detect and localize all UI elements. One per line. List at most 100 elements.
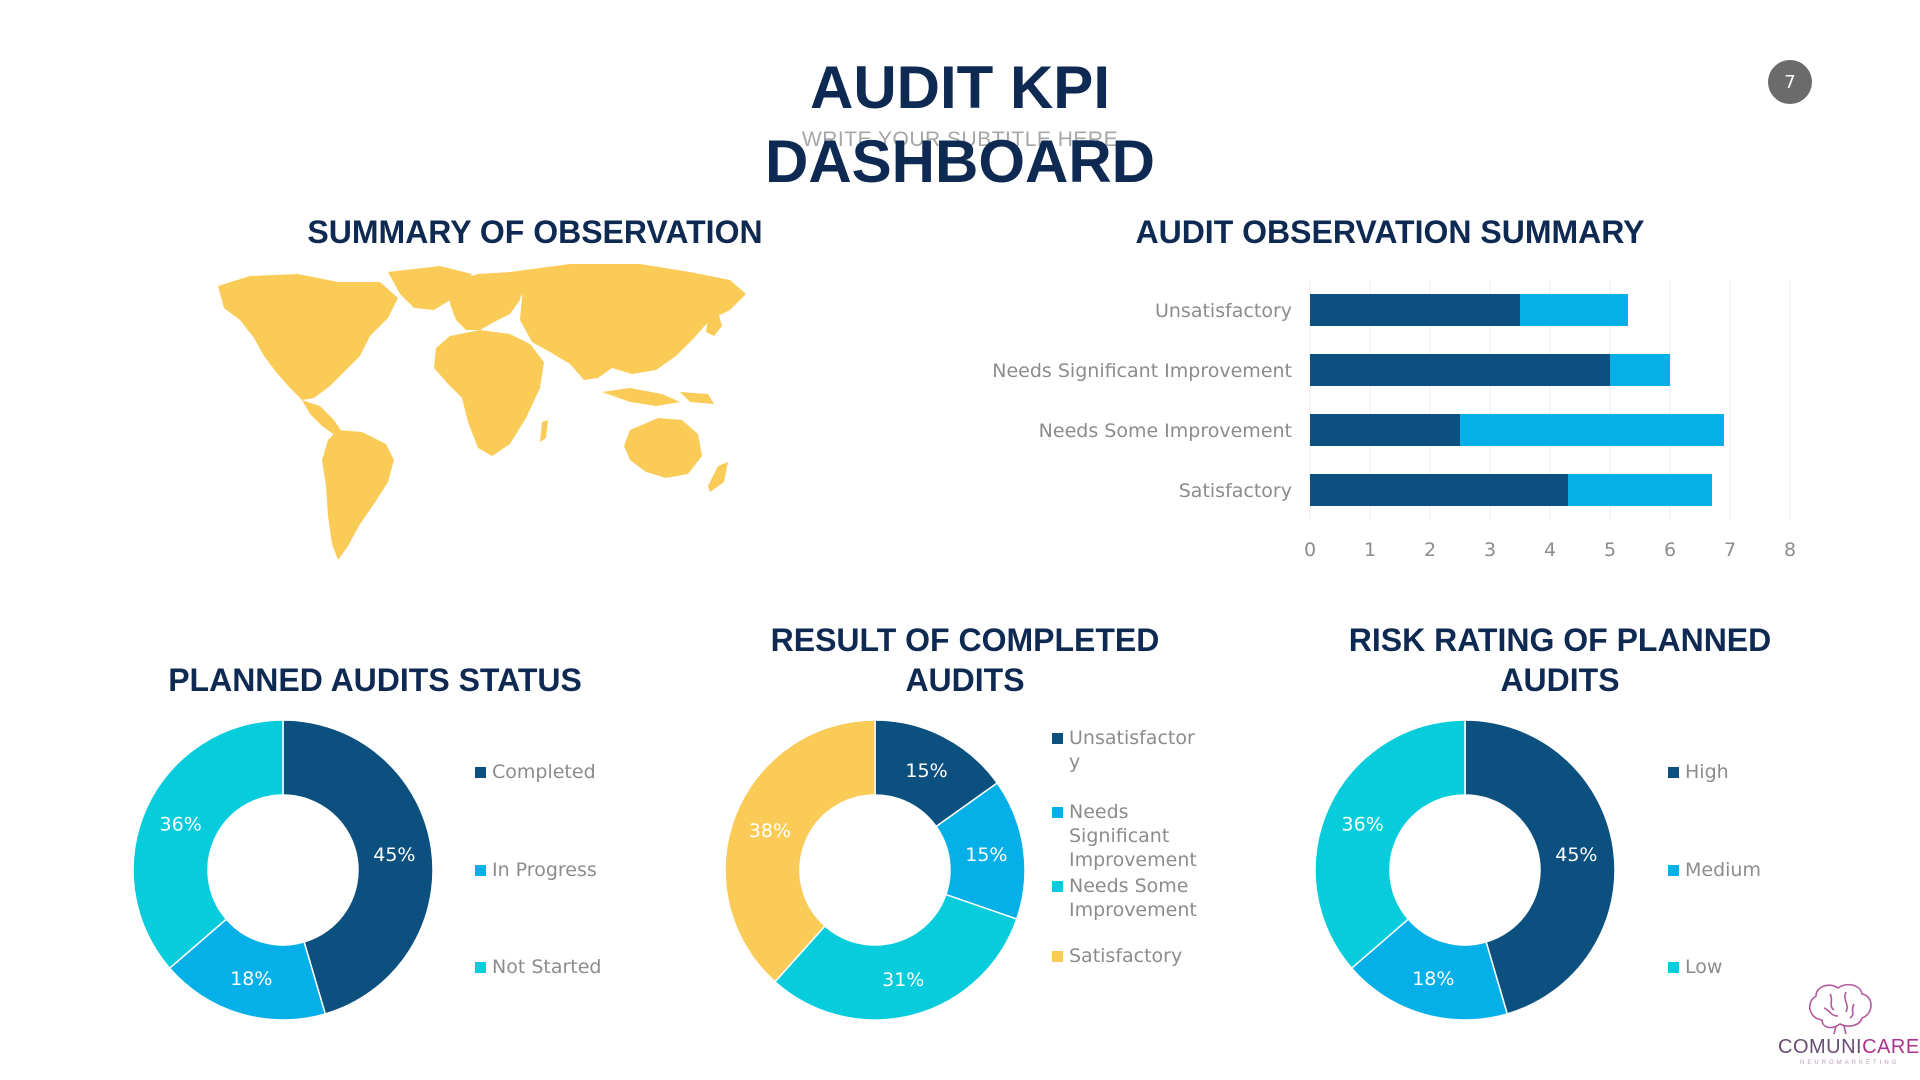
planned-audits-status-donut: 45% 18% 36% (133, 720, 433, 1020)
logo-wordmark: COMUNICARE (1778, 1036, 1920, 1059)
map-madagascar (540, 420, 548, 442)
world-map-shapes (218, 264, 746, 560)
legend-label: Completed (492, 761, 596, 783)
map-north-america (218, 274, 398, 400)
legend-label: Medium (1685, 859, 1761, 881)
map-asia (510, 264, 746, 380)
map-indonesia (602, 388, 680, 406)
legend-item: Unsatisfactor y (1052, 726, 1212, 774)
logo-wordmark-accent: CARE (1862, 1036, 1920, 1058)
bar-x-tick-label: 7 (1724, 539, 1736, 560)
bar-segment-1 (1310, 294, 1520, 326)
donut-data-label: 18% (230, 968, 272, 990)
legend-label: Not Started (492, 956, 602, 978)
donut-data-label: 36% (160, 813, 202, 835)
brain-logo-icon (1809, 983, 1872, 1035)
bar-x-tick-label: 8 (1784, 539, 1796, 560)
legend-swatch (475, 865, 486, 876)
map-africa (434, 330, 544, 456)
donut-slice (168, 918, 327, 1020)
legend-swatch (475, 767, 486, 778)
bar-x-tick-label: 3 (1484, 539, 1496, 560)
donut-data-label: 31% (882, 969, 924, 991)
donut-data-label: 15% (905, 760, 947, 782)
bar-x-tick-label: 1 (1364, 539, 1376, 560)
legend-item: In Progress (475, 858, 645, 882)
donut-slice (1315, 720, 1466, 970)
map-south-america (322, 430, 394, 560)
donut-data-label: 38% (749, 820, 791, 842)
legend-item: Not Started (475, 955, 645, 979)
legend-swatch (1668, 767, 1679, 778)
donut-data-label: 45% (373, 844, 415, 866)
donut-data-label: 45% (1555, 844, 1597, 866)
bar-x-tick-label: 0 (1304, 539, 1316, 560)
bar-segment-2 (1460, 414, 1724, 446)
result-of-completed-audits-donut: 15% 15% 31% 38% (725, 720, 1025, 1020)
bar-segment-2 (1610, 354, 1670, 386)
map-europe (448, 272, 524, 330)
map-japan (706, 312, 722, 336)
map-papua (680, 392, 714, 404)
bar-segment-2 (1568, 474, 1712, 506)
map-australia (624, 418, 702, 478)
risk-rating-title-line-1: RISK RATING OF PLANNED (1348, 622, 1772, 658)
legend-item: High (1668, 760, 1828, 784)
legend-item: Needs Significant Improvement (1052, 800, 1212, 872)
audit-observation-summary-title: AUDIT OBSERVATION SUMMARY (1135, 214, 1645, 250)
bar-x-tick-label: 6 (1664, 539, 1676, 560)
risk-rating-title-line-2: AUDITS (1500, 662, 1620, 698)
legend-swatch (1668, 962, 1679, 973)
bar-x-tick-label: 2 (1424, 539, 1436, 560)
donut-slice (282, 720, 433, 1015)
donut-slice (133, 720, 284, 970)
result-of-completed-audits-title-line-2: AUDITS (905, 662, 1025, 698)
legend-swatch (1052, 881, 1063, 892)
audit-observation-bar-chart: Unsatisfactory Needs Significant Improvem… (992, 280, 1796, 560)
logo-wordmark-dark: COMUNI (1778, 1036, 1863, 1058)
donut-slice (1464, 720, 1615, 1015)
legend-swatch (475, 962, 486, 973)
bar-segment-1 (1310, 354, 1610, 386)
donut-data-label: 15% (965, 844, 1007, 866)
legend-label: Low (1685, 956, 1723, 978)
dashboard-title-line-1: AUDIT KPI (810, 54, 1110, 121)
legend-swatch (1668, 865, 1679, 876)
legend-swatch (1052, 951, 1063, 962)
bar-category-label: Unsatisfactory (1155, 300, 1292, 322)
legend-item: Needs Some Improvement (1052, 874, 1212, 922)
donut-slice (1350, 918, 1509, 1020)
donut-slice (725, 720, 876, 983)
legend-item: Medium (1668, 858, 1828, 882)
donut-data-label: 18% (1412, 968, 1454, 990)
bar-segment-1 (1310, 474, 1568, 506)
bar-category-label: Needs Some Improvement (1039, 420, 1292, 442)
bar-segment-2 (1520, 294, 1628, 326)
bar-x-tick-label: 4 (1544, 539, 1556, 560)
dashboard-subtitle: WRITE YOUR SUBTITLE HERE (801, 128, 1119, 151)
bar-category-label: Satisfactory (1179, 480, 1292, 502)
dashboard-title-line-2: DASHBOARD (765, 128, 1155, 195)
map-new-zealand (708, 462, 728, 492)
page-number-badge: 7 (1768, 60, 1812, 104)
legend-swatch (1052, 807, 1063, 818)
risk-rating-donut: 45% 18% 36% (1315, 720, 1615, 1020)
summary-of-observation-title: SUMMARY OF OBSERVATION (307, 214, 763, 250)
logo-tagline: NEUROMARKETING (1800, 1060, 1900, 1066)
bar-segment-1 (1310, 414, 1460, 446)
legend-item: Low (1668, 955, 1828, 979)
map-central-america (302, 400, 342, 436)
bar-category-label: Needs Significant Improvement (992, 360, 1292, 382)
bar-x-tick-label: 5 (1604, 539, 1616, 560)
result-of-completed-audits-title-line-1: RESULT OF COMPLETED (770, 622, 1160, 658)
legend-label: Unsatisfactor y (1069, 727, 1195, 773)
legend-item: Satisfactory (1052, 944, 1212, 968)
legend-swatch (1052, 733, 1063, 744)
legend-item: Completed (475, 760, 645, 784)
donut-data-label: 36% (1342, 813, 1384, 835)
legend-label: High (1685, 761, 1729, 783)
legend-label: Satisfactory (1069, 945, 1183, 967)
planned-audits-status-title: PLANNED AUDITS STATUS (168, 662, 582, 698)
legend-label: Needs Some Improvement (1069, 875, 1197, 921)
legend-label: In Progress (492, 859, 597, 881)
